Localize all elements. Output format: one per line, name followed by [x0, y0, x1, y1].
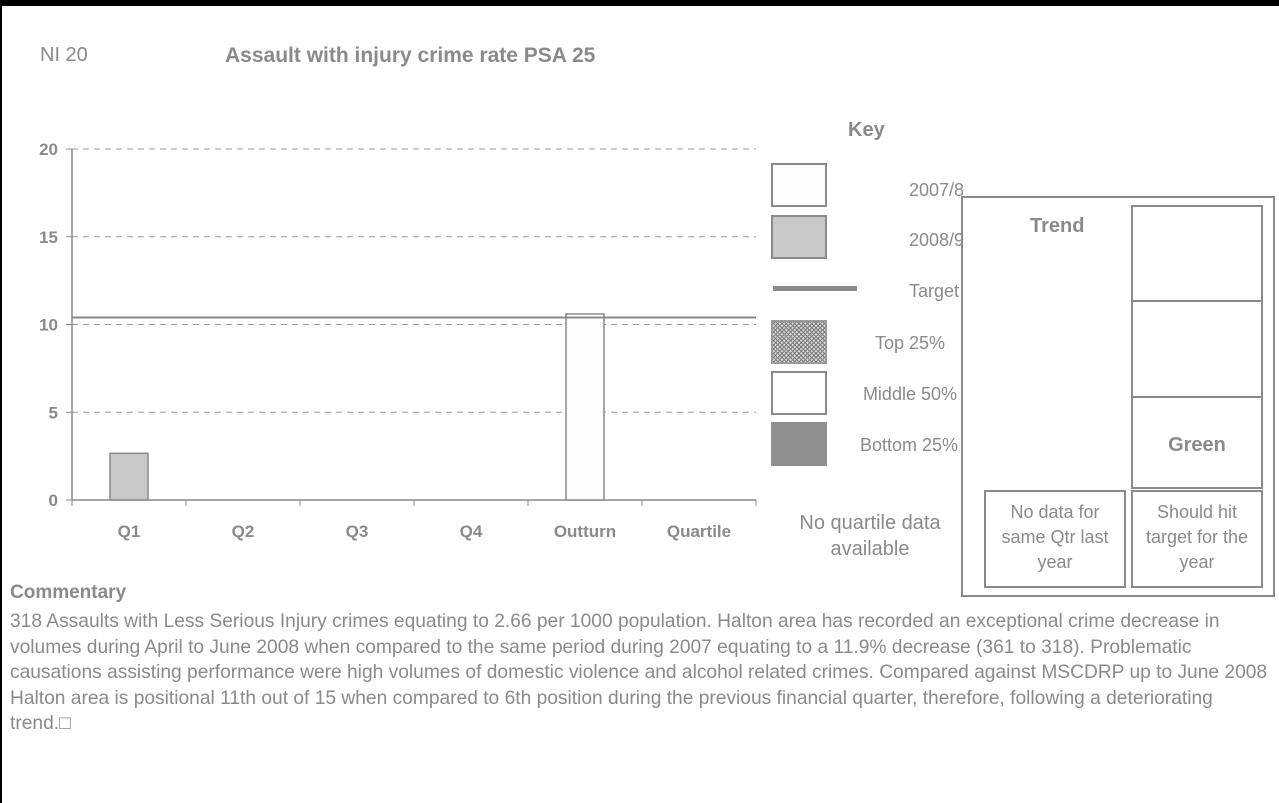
bar: [565, 313, 605, 501]
key-label-top-25: Top 25%: [874, 333, 945, 353]
key-swatch-middle-50: [771, 371, 827, 415]
commentary-text: 318 Assaults with Less Serious Injury cr…: [10, 611, 1268, 734]
key-swatch-2008-9: [771, 215, 827, 259]
y-tick-label: 15: [39, 228, 58, 247]
key-swatch-bottom-25: [771, 422, 827, 466]
commentary-heading: Commentary: [10, 582, 127, 603]
key-label-2008-9: 2008/9: [908, 230, 964, 250]
traffic-light-status: Green: [1168, 434, 1226, 456]
key-title: Key: [848, 119, 885, 141]
key-label-middle-50: Middle 50%: [862, 384, 957, 404]
x-tick-label: Q1: [118, 522, 141, 541]
traffic-light: [1131, 205, 1263, 489]
trend-note: No data for same Qtr last year: [1001, 502, 1109, 572]
target-note: Should hit target for the year: [1145, 502, 1249, 572]
quartile-note: No quartile data available: [799, 512, 941, 560]
y-tick-label: 20: [39, 140, 58, 159]
bar: [109, 452, 149, 501]
page-title: Assault with injury crime rate PSA 25: [225, 44, 596, 67]
key-swatch-2007-8: [771, 163, 827, 207]
key-swatch-target: [773, 286, 857, 291]
key-label-target: Target: [908, 281, 959, 301]
y-tick-label: 10: [39, 316, 58, 335]
trend-label: Trend: [1030, 215, 1085, 237]
y-tick-label: 0: [49, 491, 58, 510]
target-note-box: Should hit target for the year: [1131, 490, 1263, 588]
key-label-bottom-25: Bottom 25%: [859, 435, 958, 455]
trend-panel: [961, 196, 1275, 597]
key-swatch-top-25: [771, 320, 827, 364]
x-tick-label: Q4: [460, 522, 483, 541]
x-tick-label: Outturn: [554, 522, 616, 541]
traffic-light-divider: [1131, 396, 1263, 398]
y-tick-label: 5: [49, 403, 58, 422]
key-label-2007-8: 2007/8: [908, 180, 964, 200]
x-tick-label: Q3: [346, 522, 369, 541]
traffic-light-divider: [1131, 300, 1263, 302]
indicator-code: NI 20: [40, 44, 88, 66]
x-tick-label: Q2: [232, 522, 255, 541]
x-tick-label: Quartile: [667, 522, 731, 541]
trend-note-box: No data for same Qtr last year: [984, 490, 1126, 588]
